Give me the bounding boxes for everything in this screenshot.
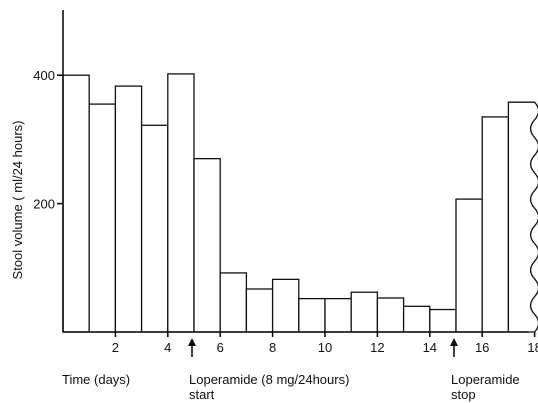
x-tick-label-14: 14 <box>423 340 437 355</box>
bar-day-8 <box>245 288 274 333</box>
bar-day-18 <box>507 101 538 333</box>
x-tick-label-2: 2 <box>112 340 119 355</box>
x-tick-label-12: 12 <box>370 340 384 355</box>
bar-day-5 <box>167 73 195 333</box>
annotation-text-line2: start <box>189 387 215 402</box>
annotation-start: Loperamide (8 mg/24hours)start <box>188 338 349 402</box>
bar-day-6 <box>193 158 221 333</box>
annotation-text-line2: stop <box>451 387 476 402</box>
bar-day-9 <box>271 278 300 333</box>
bar-day-17 <box>481 116 510 333</box>
bar-day-13 <box>376 297 405 333</box>
bar-day-3 <box>114 85 143 333</box>
x-axis-label: Time (days) <box>62 372 130 387</box>
x-tick-label-4: 4 <box>164 340 171 355</box>
bar-day-10 <box>298 297 326 333</box>
x-tick-label-18: 18 <box>527 340 538 355</box>
bar-day-7 <box>219 272 248 333</box>
bar-day-16 <box>455 198 483 333</box>
bar-day-1 <box>62 74 90 333</box>
axes-group <box>62 10 529 333</box>
y-tick-label-400: 400 <box>33 68 55 83</box>
bar-day-11 <box>324 297 352 333</box>
bar-day-14 <box>402 305 431 333</box>
x-tick-label-16: 16 <box>475 340 489 355</box>
annotations-group: Loperamide (8 mg/24hours)startLoperamide… <box>188 338 520 402</box>
y-axis-label: Stool volume ( ml/24 hours) <box>10 121 25 280</box>
bar-day-12 <box>350 291 379 333</box>
arrow-up-icon <box>188 338 196 346</box>
bar-day-2 <box>88 103 117 333</box>
x-tick-label-6: 6 <box>217 340 224 355</box>
annotation-text-line1: Loperamide <box>451 372 520 387</box>
bar-day-15 <box>429 308 457 333</box>
x-tick-label-8: 8 <box>269 340 276 355</box>
y-tick-label-200: 200 <box>33 197 55 212</box>
ticks-group: 2 4 6 8 10 12 14 16 18 200 400 <box>33 68 538 355</box>
bars-group <box>62 73 538 333</box>
bar-day-4 <box>140 124 169 333</box>
x-tick-label-10: 10 <box>318 340 332 355</box>
arrow-up-icon <box>450 338 458 346</box>
annotation-text-line1: Loperamide (8 mg/24hours) <box>189 372 349 387</box>
